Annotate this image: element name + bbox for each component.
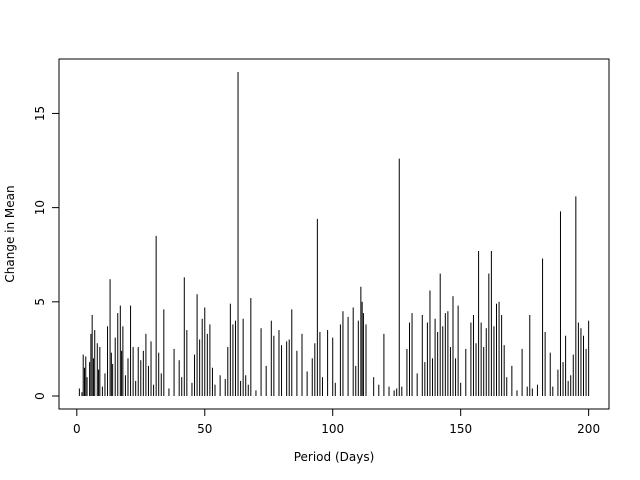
x-axis-label: Period (Days) [294, 450, 375, 464]
x-tick-label: 150 [449, 422, 472, 436]
y-tick-label: 15 [33, 106, 47, 121]
x-tick-label: 0 [73, 422, 81, 436]
x-tick-label: 100 [321, 422, 344, 436]
y-tick-label: 0 [33, 392, 47, 400]
x-tick-label: 50 [197, 422, 212, 436]
y-axis-label: Change in Mean [3, 185, 17, 282]
y-tick-label: 5 [33, 298, 47, 306]
x-tick-label: 200 [577, 422, 600, 436]
y-tick-label: 10 [33, 200, 47, 215]
